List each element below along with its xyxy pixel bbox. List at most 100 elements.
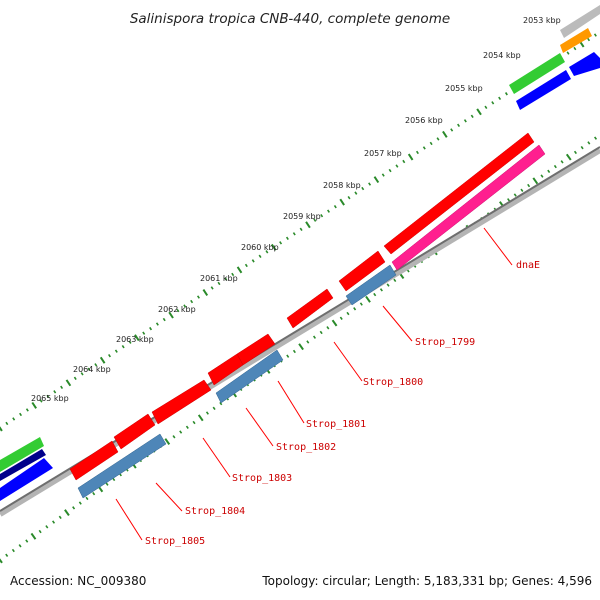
- major-tick: [134, 334, 140, 342]
- major-tick: [64, 509, 70, 517]
- minor-tick: [422, 146, 426, 150]
- minor-tick: [319, 330, 323, 335]
- minor-tick: [327, 209, 330, 213]
- minor-tick: [87, 367, 91, 371]
- minor-tick: [149, 326, 153, 331]
- minor-tick: [224, 277, 228, 281]
- gene-label-strop-1805[interactable]: Strop_1805: [145, 536, 205, 547]
- minor-tick: [251, 259, 255, 263]
- minor-tick: [155, 322, 159, 326]
- inner-tick-track: [0, 136, 598, 564]
- minor-tick: [527, 183, 531, 188]
- strop-1804-arrow[interactable]: [113, 413, 156, 450]
- minor-tick: [361, 186, 365, 191]
- minor-tick: [190, 299, 194, 304]
- minor-tick: [114, 349, 118, 353]
- cds-arrow[interactable]: [338, 250, 386, 292]
- minor-tick: [19, 412, 23, 417]
- gene-label-strop-1804[interactable]: Strop_1804: [185, 506, 245, 517]
- minor-tick: [217, 281, 221, 286]
- cds-arrow-2[interactable]: [207, 353, 244, 386]
- minor-tick: [299, 227, 303, 231]
- blue-feature: [516, 70, 571, 110]
- minor-tick: [326, 326, 330, 330]
- major-tick: [442, 130, 448, 138]
- minor-tick: [265, 250, 269, 254]
- minor-tick: [436, 137, 440, 141]
- minor-tick: [53, 390, 57, 394]
- minor-tick: [560, 160, 564, 164]
- strop-1800-callout: [333, 341, 363, 382]
- kbp-label: 2054 kbp: [483, 51, 521, 60]
- minor-tick: [339, 316, 343, 320]
- minor-tick: [292, 349, 296, 354]
- major-tick: [0, 558, 3, 564]
- minor-tick: [5, 421, 9, 426]
- accession-text: Accession: NC_009380: [10, 574, 147, 588]
- minor-tick: [258, 254, 262, 259]
- minor-tick: [573, 150, 577, 155]
- minor-tick: [450, 128, 454, 132]
- minor-tick: [470, 114, 474, 119]
- minor-tick: [484, 105, 488, 109]
- major-tick: [236, 266, 243, 274]
- major-tick: [99, 356, 106, 364]
- major-tick: [565, 153, 572, 161]
- minor-tick: [121, 345, 125, 349]
- strop-1801-callout: [277, 380, 305, 424]
- gene-label-strop-1803[interactable]: Strop_1803: [232, 473, 292, 484]
- minor-tick: [52, 520, 56, 524]
- minor-tick: [553, 164, 557, 169]
- minor-tick: [386, 283, 390, 287]
- strop-1803-arrow[interactable]: [151, 379, 212, 425]
- kbp-label: 2053 kbp: [523, 16, 561, 25]
- minor-tick: [520, 188, 524, 192]
- minor-tick: [306, 340, 310, 344]
- kbp-label: 2061 kbp: [200, 274, 238, 283]
- minor-tick: [504, 92, 508, 96]
- major-tick: [31, 401, 37, 409]
- strop-1799-arrow[interactable]: [383, 132, 535, 255]
- cds-arrow-3[interactable]: [69, 440, 119, 481]
- minor-tick: [333, 204, 337, 209]
- minor-tick: [593, 33, 597, 37]
- minor-tick: [80, 372, 84, 376]
- minor-tick: [45, 525, 49, 529]
- strop-1802-arrow[interactable]: [215, 349, 284, 404]
- minor-tick: [507, 198, 511, 202]
- major-tick: [331, 319, 338, 327]
- gene-label-strop-1800[interactable]: Strop_1800: [363, 377, 423, 388]
- orange-feature: [560, 28, 592, 53]
- minor-tick: [39, 399, 43, 403]
- minor-tick: [128, 340, 132, 344]
- strop-1800-arrow[interactable]: [286, 288, 334, 329]
- gene-label-strop-1802[interactable]: Strop_1802: [276, 442, 336, 453]
- minor-tick: [205, 411, 209, 415]
- strop-1799-callout: [382, 305, 413, 342]
- gene-arrows: [69, 132, 546, 499]
- major-tick: [407, 153, 414, 161]
- kbp-label: 2058 kbp: [323, 181, 361, 190]
- minor-tick: [292, 232, 296, 236]
- strop-1805-arrow[interactable]: [77, 433, 167, 499]
- gray-feature: [560, 5, 600, 38]
- minor-tick: [185, 425, 189, 429]
- minor-tick: [313, 218, 317, 222]
- gene-label-strop-1801[interactable]: Strop_1801: [306, 419, 366, 430]
- genome-summary-text: Topology: circular; Length: 5,183,331 bp…: [262, 574, 592, 588]
- major-tick: [270, 243, 277, 251]
- gene-label-dnae[interactable]: dnaE: [516, 260, 540, 271]
- minor-tick: [285, 236, 289, 240]
- minor-tick: [142, 331, 146, 335]
- minor-tick: [347, 195, 351, 200]
- minor-tick: [192, 420, 196, 425]
- minor-tick: [540, 174, 544, 178]
- minor-tick: [429, 141, 433, 146]
- strop-1799b-arrow[interactable]: [345, 264, 397, 306]
- major-tick: [65, 379, 72, 387]
- gene-label-strop-1799[interactable]: Strop_1799: [415, 337, 475, 348]
- minor-tick: [25, 408, 29, 412]
- kbp-label: 2062 kbp: [158, 305, 196, 314]
- dnae-arrow[interactable]: [391, 144, 546, 271]
